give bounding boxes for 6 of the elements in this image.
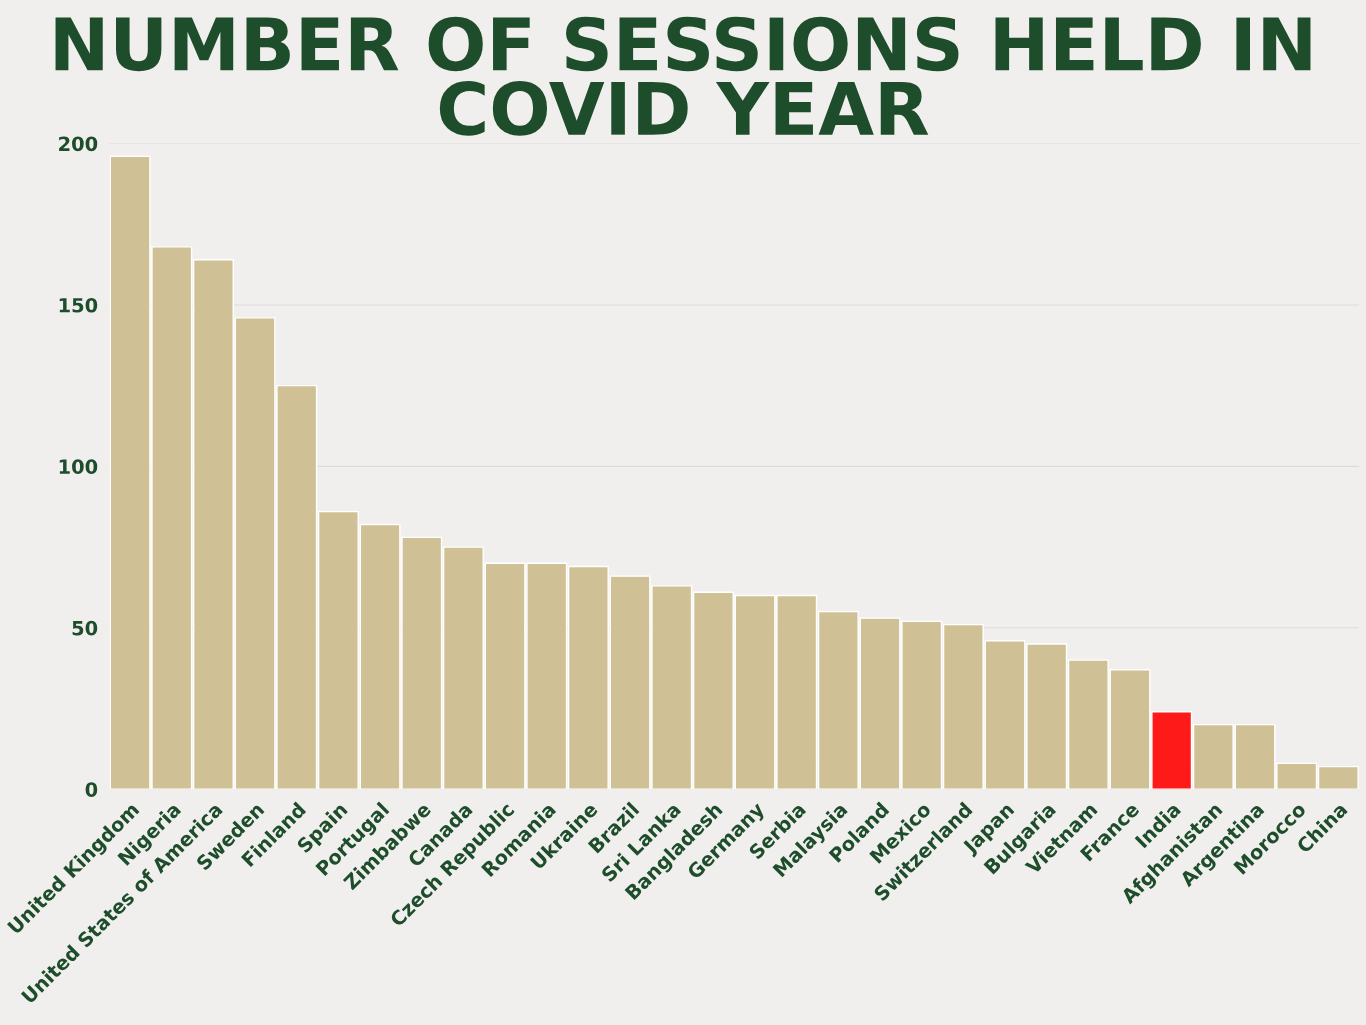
chart-title: NUMBER OF SESSIONS HELD IN COVID YEAR (55, 16, 1311, 136)
y-tick-label: 150 (59, 297, 98, 313)
y-tick-label: 50 (72, 620, 98, 636)
y-tick-label: 200 (59, 136, 98, 152)
y-tick-label: 0 (85, 782, 98, 797)
y-tick-label: 100 (59, 459, 98, 475)
